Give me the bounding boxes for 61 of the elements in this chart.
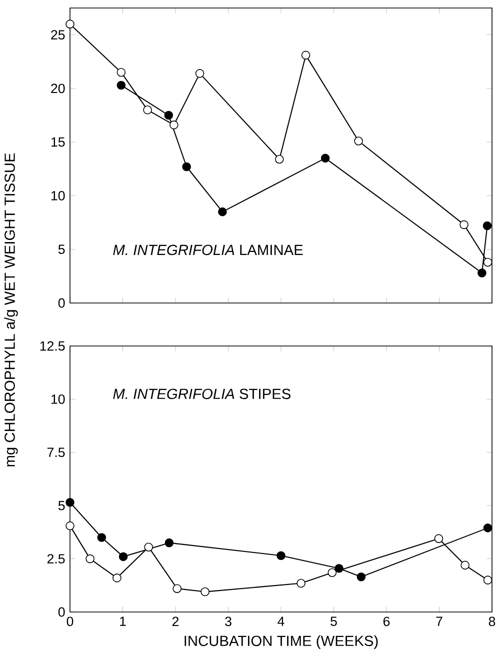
point: [434, 534, 444, 543]
point: [320, 154, 330, 163]
point: [143, 106, 152, 114]
x-tick-label: 3: [225, 616, 232, 626]
point: [112, 574, 122, 582]
point: [478, 268, 486, 278]
annotation: M. INTEGRIFOLIA STIPES: [113, 388, 290, 400]
x-tick-label: 7: [436, 616, 442, 626]
y-tick-label: 12.5: [40, 341, 65, 351]
point: [200, 587, 210, 596]
point: [118, 552, 128, 562]
point: [172, 584, 182, 593]
y-tick-label: 7.5: [47, 448, 65, 458]
point: [144, 542, 153, 552]
y-axis-title: mg CHLOROPHYLL a/g WET WEIGHT TISSUE: [4, 153, 18, 466]
y-tick-label: 2.5: [47, 554, 65, 564]
point: [97, 533, 106, 542]
point: [334, 564, 344, 573]
x-tick-label: 5: [330, 616, 337, 626]
point: [218, 207, 227, 216]
point: [182, 162, 191, 172]
point: [116, 68, 126, 77]
point: [164, 538, 174, 548]
x-tick-label: 2: [172, 616, 179, 626]
point: [460, 560, 470, 570]
y-tick-label: 15: [51, 137, 65, 147]
x-tick-label: 6: [383, 616, 390, 626]
y-tick-label: 5: [58, 500, 65, 510]
point: [460, 220, 468, 230]
x-axis-title: INCUBATION TIME (WEEKS): [184, 635, 378, 649]
point: [482, 221, 492, 230]
point: [483, 524, 492, 532]
point: [164, 110, 174, 120]
point: [195, 69, 204, 78]
x-tick-label: 0: [66, 616, 74, 626]
point: [483, 258, 492, 267]
x-tick-label: 4: [278, 616, 284, 626]
point: [170, 120, 178, 130]
point: [116, 80, 126, 90]
y-tick-label: 25: [51, 30, 65, 40]
y-tick-label: 5: [58, 244, 65, 254]
point: [66, 521, 74, 530]
y-tick-label: 20: [51, 84, 65, 94]
point: [354, 136, 363, 146]
point: [86, 554, 94, 564]
y-tick-label: 10: [51, 191, 65, 200]
point: [301, 50, 310, 60]
y-tick-label: 0: [58, 607, 65, 617]
point: [483, 576, 492, 584]
point: [66, 20, 74, 28]
x-tick-label: 8: [488, 616, 496, 626]
point: [328, 568, 337, 578]
y-tick-label: 10: [51, 394, 65, 404]
point: [296, 578, 306, 588]
point: [276, 551, 286, 560]
point: [66, 498, 74, 507]
annotation: M. INTEGRIFOLIA LAMINAE: [113, 244, 303, 256]
point: [356, 572, 366, 582]
point: [275, 154, 284, 164]
y-tick-label: 0: [58, 298, 65, 308]
x-tick-label: 1: [120, 616, 126, 626]
